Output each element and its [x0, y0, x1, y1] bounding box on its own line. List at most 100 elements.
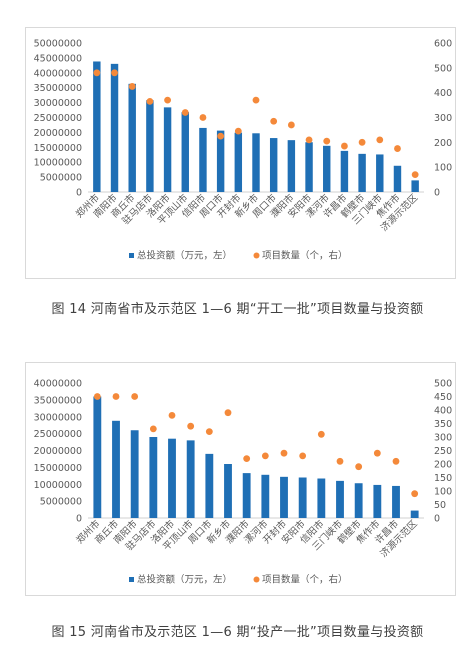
bar [234, 132, 243, 192]
data-point [164, 96, 171, 104]
chart-fig14: 0 5000000 10000000 15000000 20000000 25000000… [34, 39, 453, 262]
y-right-tick-label: 0 [434, 188, 440, 199]
bar [181, 112, 189, 192]
y-left-tick-label: 35000000 [34, 83, 82, 94]
data-point [261, 452, 269, 460]
bar [358, 153, 366, 192]
data-point [146, 97, 154, 105]
y-right-tick-label: 300 [434, 113, 452, 124]
bar [252, 133, 260, 192]
data-point [181, 109, 189, 116]
data-point [224, 409, 232, 417]
y-left-tick-label: 40000000 [34, 68, 82, 79]
data-point [394, 145, 401, 152]
y-left-tick-label: 25000000 [34, 429, 82, 440]
y-left-tick-label: 10000000 [34, 480, 82, 491]
data-point [128, 83, 136, 90]
bar [112, 420, 120, 518]
bar [392, 485, 400, 518]
y-left-tick-label: 20000000 [34, 446, 82, 457]
y-left-tick-label: 50000000 [34, 39, 82, 50]
y-right-tick-label: 200 [434, 138, 452, 149]
data-point [355, 463, 363, 471]
bar [354, 483, 363, 518]
data-point [112, 393, 120, 400]
bar [373, 484, 382, 518]
bar [130, 430, 139, 518]
bar [261, 474, 270, 518]
y-left-tick-label: 30000000 [34, 98, 82, 109]
data-point [341, 142, 348, 150]
bar [317, 478, 326, 518]
data-point [287, 121, 295, 129]
data-point [93, 69, 101, 77]
bar [205, 453, 214, 518]
y-right-tick-label: 400 [434, 88, 452, 99]
legend-swatch-bar [129, 253, 134, 258]
data-point [187, 422, 195, 430]
data-point [234, 127, 242, 135]
y-left-tick-label: 25000000 [34, 113, 82, 124]
bar [305, 142, 313, 192]
y-right-tick-label: 100 [434, 163, 452, 174]
bar [411, 180, 419, 192]
data-point [168, 412, 176, 419]
y-right-tick-label: 600 [434, 39, 452, 50]
data-point [252, 96, 260, 104]
bar [376, 154, 384, 192]
bar [340, 150, 349, 192]
data-point [217, 132, 225, 140]
y-right-tick-label: 200 [434, 460, 452, 471]
bar [216, 130, 225, 192]
y-right-tick-label: 450 [434, 392, 452, 403]
bar [186, 440, 195, 518]
legend-swatch-point [253, 576, 260, 583]
bar [110, 63, 119, 192]
data-point [111, 69, 118, 77]
bar [224, 464, 232, 518]
bar [146, 100, 154, 192]
y-left-tick-label: 20000000 [34, 128, 82, 139]
bar [323, 145, 331, 192]
data-point [93, 393, 101, 400]
y-right-tick-label: 50 [434, 500, 446, 511]
data-point [373, 449, 381, 457]
bar [287, 140, 296, 192]
y-left-tick-label: 30000000 [34, 412, 82, 423]
data-point [317, 430, 325, 438]
bar [128, 83, 136, 192]
data-point [270, 117, 278, 125]
y-left-tick-label: 0 [76, 514, 82, 525]
data-point [392, 457, 400, 465]
y-right-tick-label: 400 [434, 406, 452, 417]
y-right-tick-label: 500 [434, 379, 452, 390]
bar [149, 437, 158, 518]
bar [280, 476, 288, 518]
legend-swatch-point [253, 252, 260, 259]
y-left-tick-label: 35000000 [34, 395, 82, 406]
bar [242, 473, 251, 518]
bar [393, 165, 402, 192]
data-point [243, 455, 251, 462]
y-right-tick-label: 100 [434, 487, 452, 498]
figure-caption-14: 图 14 河南省市及示范区 1—6 期“开工一批”项目数量与投资额 [51, 302, 424, 317]
y-left-tick-label: 15000000 [34, 143, 82, 154]
y-left-tick-label: 10000000 [34, 158, 82, 169]
data-point [131, 393, 139, 400]
y-left-tick-label: 40000000 [34, 379, 82, 390]
bar [93, 61, 101, 193]
legend-label-count: 项目数量（个，右） [262, 250, 348, 262]
bar [269, 138, 278, 192]
data-point [199, 114, 207, 121]
bar [163, 107, 172, 192]
data-point [376, 136, 384, 144]
y-right-tick-label: 150 [434, 473, 452, 484]
chart-fig15: 0 5000000 10000000 15000000 20000000 25000000… [34, 379, 453, 586]
y-left-tick-label: 5000000 [40, 173, 82, 184]
legend-label-investment: 总投资额（万元，左） [137, 574, 232, 586]
data-point [411, 490, 419, 498]
data-point [336, 457, 344, 465]
y-right-tick-label: 350 [434, 419, 452, 430]
data-point [299, 452, 307, 460]
figure-caption-15: 图 15 河南省市及示范区 1—6 期“投产一批”项目数量与投资额 [51, 625, 424, 640]
